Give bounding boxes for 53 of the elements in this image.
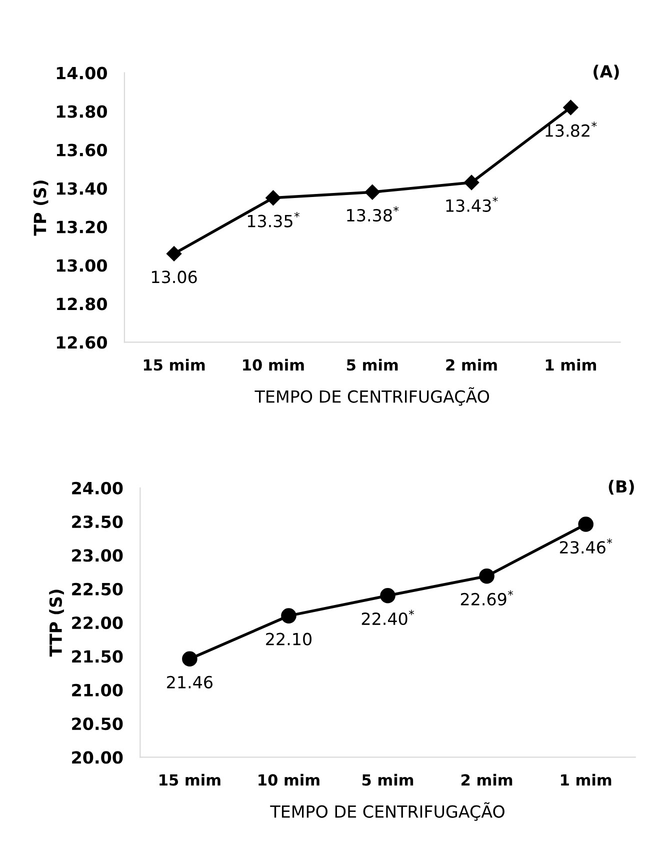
x-axis-title: TEMPO DE CENTRIFUGAÇÃO [254, 387, 490, 406]
point [578, 516, 594, 532]
y-tick-label: 24.00 [72, 482, 123, 494]
y-tick-label: 22.50 [72, 582, 123, 596]
x-tick-label: 2 mim [446, 358, 497, 370]
point [479, 568, 494, 584]
data-label: 22.69$^{*}$ [460, 590, 514, 606]
y-tick-label: 13.20 [56, 220, 107, 234]
x-tick-label: 15 mim [160, 774, 220, 786]
y-tick-label: 21.50 [72, 650, 123, 663]
y-tick-label: 14.00 [56, 66, 107, 80]
point [364, 184, 380, 200]
y-tick-label: 13.60 [56, 144, 107, 156]
y-tick-label: 13.80 [56, 105, 107, 118]
data-label: 23.46$^{*}$ [560, 538, 612, 554]
y-axis-title: TP (S) [33, 180, 48, 236]
data-label: 13.35$^{*}$ [248, 212, 300, 228]
point [380, 588, 396, 604]
y-tick-label: 21.00 [72, 684, 123, 696]
y-tick-label: 12.80 [56, 298, 107, 310]
x-tick-label: 15 mim [144, 358, 205, 371]
y-tick-label: 22.00 [72, 616, 123, 630]
x-tick-label: 5 mim [347, 358, 398, 371]
data-label: 21.46 [167, 676, 212, 688]
y-tick-label: 23.00 [72, 549, 123, 562]
data-label: 13.38$^{*}$ [347, 206, 399, 222]
x-tick-label: 1 mim [546, 358, 596, 370]
data-label: 13.06 [152, 270, 197, 284]
y-tick-label: 13.00 [56, 259, 107, 272]
y-tick-label: 20.50 [72, 718, 123, 730]
y-tick-label: 12.60 [56, 336, 107, 349]
x-axis-title: TEMPO DE CENTRIFUGAÇÃO [270, 802, 504, 821]
data-label: 13.43$^{*}$ [446, 196, 498, 212]
point [182, 651, 198, 667]
annotation: (B) [608, 480, 634, 495]
y-tick-label: 20.00 [72, 751, 123, 764]
point [166, 246, 182, 262]
point [266, 190, 281, 206]
x-tick-label: 5 mim [362, 774, 414, 786]
y-axis-title: TTP (S) [49, 590, 64, 657]
x-tick-label: 10 mim [258, 774, 320, 786]
data-label: 22.40$^{*}$ [362, 610, 414, 626]
point [563, 100, 578, 116]
data-label: 13.82$^{*}$ [546, 122, 597, 137]
y-tick-label: 23.50 [72, 516, 123, 528]
point [464, 174, 480, 190]
data-label: 22.10 [266, 632, 312, 646]
x-tick-label: 10 mim [243, 358, 304, 371]
x-tick-label: 1 mim [561, 774, 612, 786]
x-tick-label: 2 mim [461, 774, 512, 786]
annotation: (A) [594, 64, 619, 80]
y-tick-label: 13.40 [56, 182, 107, 195]
point [281, 608, 296, 624]
